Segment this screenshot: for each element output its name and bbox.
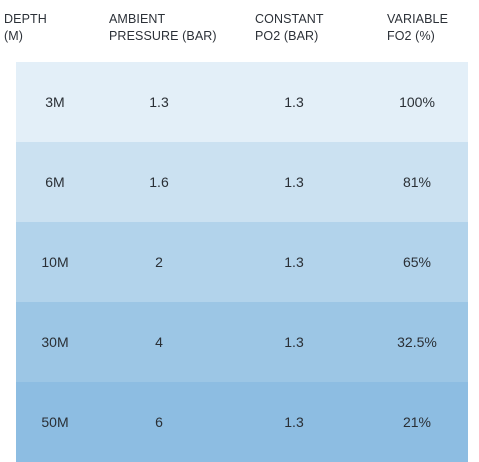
table-header: DEPTH (M) AMBIENT PRESSURE (BAR) CONSTAN… [4, 0, 468, 62]
depth-cell: 30M [41, 334, 69, 350]
ambient-pressure-cell: 6 [155, 414, 163, 430]
header-ambient-pressure: AMBIENT PRESSURE (BAR) [109, 12, 217, 43]
depth-table: DEPTH (M) AMBIENT PRESSURE (BAR) CONSTAN… [4, 0, 468, 462]
constant-po2-cell: 1.3 [284, 254, 304, 270]
constant-po2-cell: 1.3 [284, 334, 304, 350]
ambient-pressure-cell: 1.3 [149, 94, 169, 110]
table-row: 10M 2 1.3 65% [16, 222, 468, 302]
depth-cell: 50M [41, 414, 69, 430]
header-depth: DEPTH (M) [4, 12, 47, 43]
depth-cell: 6M [45, 174, 65, 190]
constant-po2-cell: 1.3 [284, 414, 304, 430]
table-row: 30M 4 1.3 32.5% [16, 302, 468, 382]
constant-po2-cell: 1.3 [284, 174, 304, 190]
table-row: 3M 1.3 1.3 100% [16, 62, 468, 142]
variable-fo2-cell: 21% [402, 414, 432, 430]
ambient-pressure-cell: 1.6 [149, 174, 169, 190]
variable-fo2-cell: 100% [399, 94, 435, 110]
table-row: 50M 6 1.3 21% [16, 382, 468, 462]
constant-po2-cell: 1.3 [284, 94, 304, 110]
table-body: 3M 1.3 1.3 100% 6M 1.6 1.3 81% 10M 2 1.3… [16, 62, 468, 462]
depth-cell: 3M [45, 94, 65, 110]
ambient-pressure-cell: 2 [155, 254, 163, 270]
depth-cell: 10M [41, 254, 69, 270]
variable-fo2-cell: 81% [402, 174, 432, 190]
variable-fo2-cell: 65% [402, 254, 432, 270]
table-row: 6M 1.6 1.3 81% [16, 142, 468, 222]
ambient-pressure-cell: 4 [155, 334, 163, 350]
variable-fo2-cell: 32.5% [397, 334, 437, 350]
header-constant-po2: CONSTANT PO2 (BAR) [255, 12, 324, 43]
header-variable-fo2: VARIABLE FO2 (%) [387, 12, 449, 43]
